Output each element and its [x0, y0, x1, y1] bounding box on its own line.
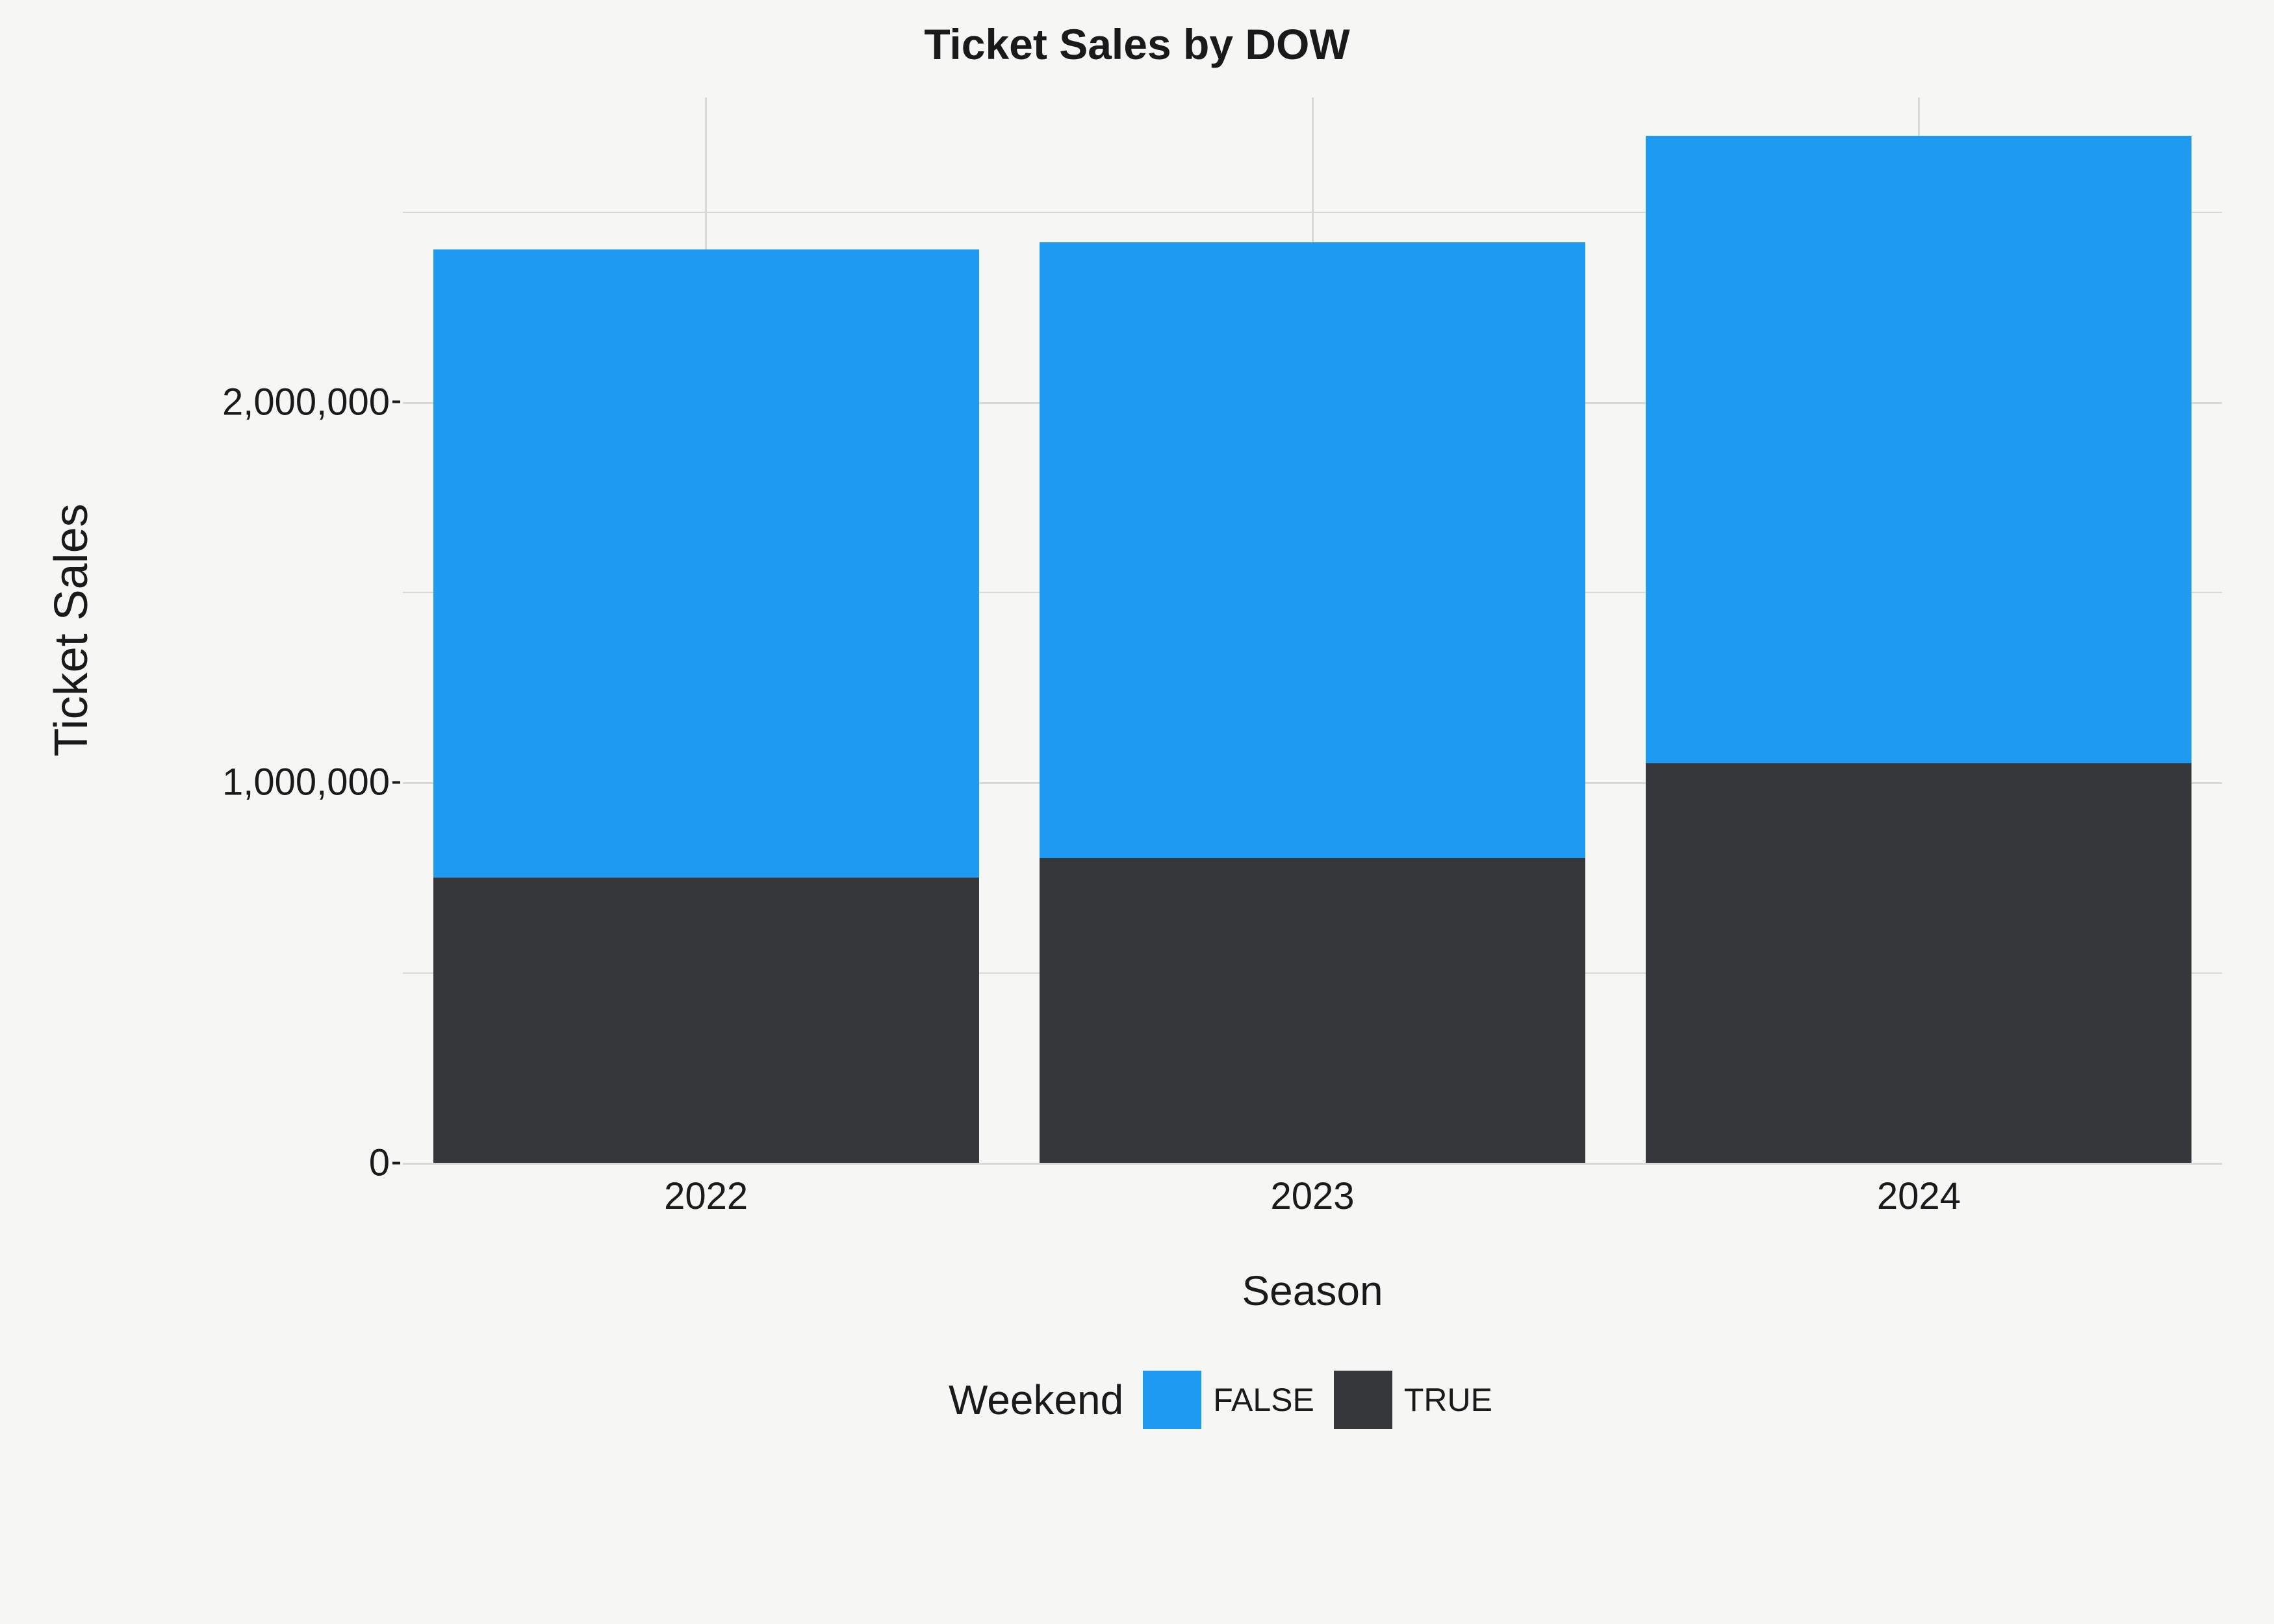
- y-tick-mark: [392, 401, 400, 403]
- chart-title: Ticket Sales by DOW: [0, 19, 2274, 69]
- legend-item: TRUE: [1334, 1371, 1492, 1429]
- y-tick-label: 1,000,000: [222, 761, 390, 804]
- y-tick-label: 0: [369, 1141, 390, 1185]
- gridline-h: [403, 1163, 2222, 1165]
- legend-swatch: [1334, 1371, 1392, 1429]
- bar-segment: [1646, 136, 2191, 763]
- x-axis-label: Season: [403, 1267, 2222, 1315]
- ticket-sales-chart: Ticket Sales by DOW Ticket Sales 01,000,…: [0, 0, 2274, 1624]
- y-tick-mark: [392, 781, 400, 783]
- bar-segment: [1040, 858, 1585, 1163]
- y-tick-mark: [392, 1161, 400, 1164]
- bar-segment: [433, 249, 979, 877]
- legend-label: FALSE: [1213, 1381, 1314, 1419]
- y-axis-label: Ticket Sales: [45, 503, 98, 756]
- bar-segment: [1646, 763, 2191, 1163]
- y-tick-label: 2,000,000: [222, 380, 390, 424]
- x-tick-label: 2022: [664, 1174, 748, 1218]
- legend: Weekend FALSE TRUE: [949, 1371, 1492, 1429]
- legend-item: FALSE: [1143, 1371, 1314, 1429]
- plot-area: 01,000,0002,000,000202220232024: [403, 97, 2222, 1163]
- legend-title: Weekend: [949, 1376, 1123, 1424]
- x-tick-label: 2023: [1270, 1174, 1354, 1218]
- bar-segment: [433, 878, 979, 1163]
- x-tick-label: 2024: [1877, 1174, 1961, 1218]
- legend-label: TRUE: [1404, 1381, 1492, 1419]
- bar-segment: [1040, 242, 1585, 859]
- legend-swatch: [1143, 1371, 1201, 1429]
